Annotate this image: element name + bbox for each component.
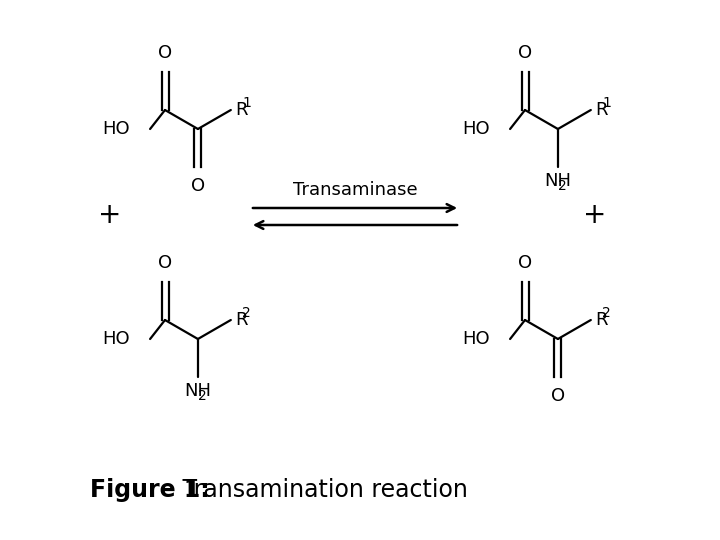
Text: R: R <box>235 311 247 329</box>
Text: O: O <box>551 387 565 405</box>
Text: 2: 2 <box>242 306 251 320</box>
Text: HO: HO <box>462 120 490 138</box>
Text: NH: NH <box>184 382 211 400</box>
Text: R: R <box>235 101 247 119</box>
Text: 2: 2 <box>198 389 207 403</box>
Text: O: O <box>158 44 172 62</box>
Text: Transamination reaction: Transamination reaction <box>175 478 468 502</box>
Text: Figure 1:: Figure 1: <box>90 478 210 502</box>
Text: +: + <box>99 201 122 229</box>
Text: 2: 2 <box>602 306 611 320</box>
Text: O: O <box>158 254 172 272</box>
Text: Transaminase: Transaminase <box>293 181 418 199</box>
Text: O: O <box>191 177 205 195</box>
Text: 2: 2 <box>558 179 567 193</box>
Text: HO: HO <box>102 330 130 348</box>
Text: +: + <box>583 201 607 229</box>
Text: 1: 1 <box>242 96 251 110</box>
Text: R: R <box>595 311 607 329</box>
Text: HO: HO <box>462 330 490 348</box>
Text: HO: HO <box>102 120 130 138</box>
Text: R: R <box>595 101 607 119</box>
Text: O: O <box>518 254 532 272</box>
Text: 1: 1 <box>602 96 611 110</box>
Text: O: O <box>518 44 532 62</box>
Text: NH: NH <box>544 172 571 190</box>
